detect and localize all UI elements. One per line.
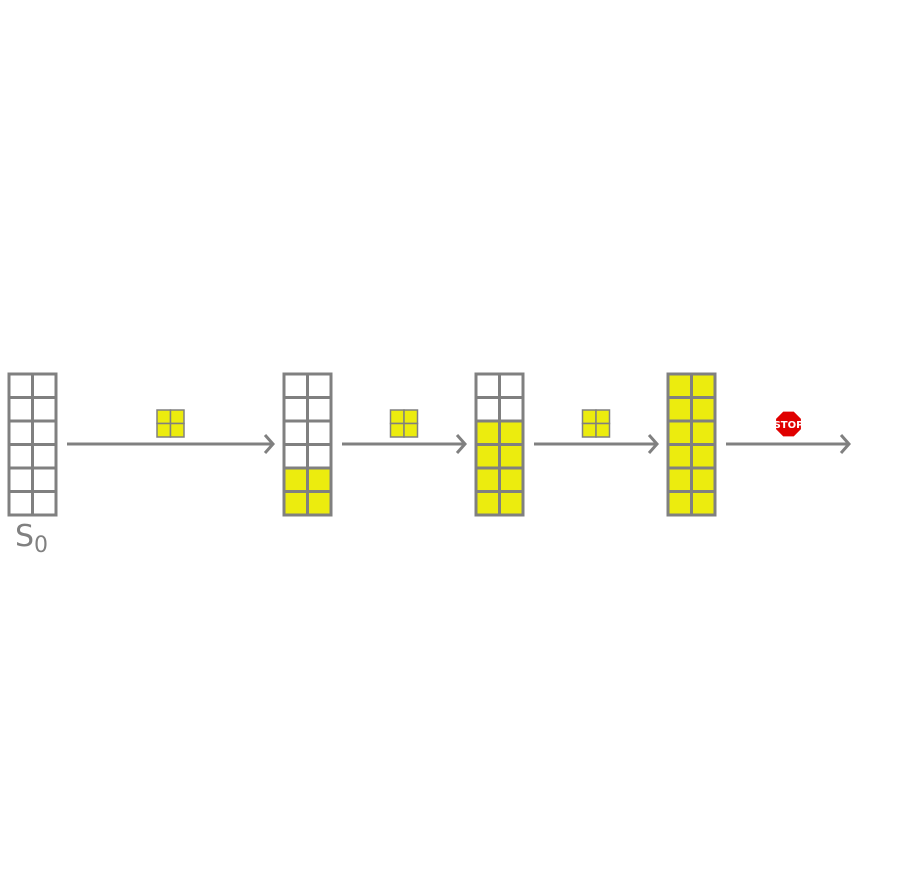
arrowhead [455, 434, 468, 454]
stop-text: STOP [774, 420, 804, 431]
grid-cell [498, 396, 525, 423]
transition-arrow-2 [534, 409, 660, 454]
piece-cell [169, 409, 185, 425]
piece-cell [595, 422, 611, 438]
grid-cell [7, 372, 34, 399]
grid-cell [666, 372, 693, 399]
grid-cell [474, 396, 501, 423]
grid-cell [474, 443, 501, 470]
arrowhead [839, 434, 852, 454]
stop-octagon [775, 410, 802, 438]
grid-cell [282, 396, 309, 423]
grid-cell [666, 466, 693, 493]
grid-cell [7, 466, 34, 493]
grid-cell [282, 443, 309, 470]
grid-cell [690, 443, 717, 470]
stop-sign-icon: STOP [774, 410, 804, 438]
grid-cell [498, 419, 525, 446]
grid-cell [7, 490, 34, 517]
grid-cell [666, 443, 693, 470]
grid-cell [282, 490, 309, 517]
grid-cell [306, 490, 333, 517]
grid-cell [498, 466, 525, 493]
grid-cell [282, 372, 309, 399]
arrowhead [647, 434, 660, 454]
transition-arrow-0 [67, 409, 276, 454]
piece-cell [156, 409, 172, 425]
transition-arrow-1 [342, 409, 468, 454]
piece-cell [581, 422, 597, 438]
arrowhead [263, 434, 276, 454]
grid-cell [474, 490, 501, 517]
grid-cell [306, 372, 333, 399]
start-state-label: S0 [15, 519, 49, 559]
grid-cell [31, 490, 58, 517]
grid-cell [7, 419, 34, 446]
state-grid-2 [474, 372, 525, 517]
state-grid-3 [666, 372, 717, 517]
grid-cell [666, 419, 693, 446]
piece-cell [595, 409, 611, 425]
state-grid-0 [7, 372, 58, 517]
grid-cell [474, 466, 501, 493]
grid-cell [498, 372, 525, 399]
piece-2x2-icon [156, 409, 185, 438]
grid-cell [666, 396, 693, 423]
piece-cell [389, 409, 405, 425]
grid-cell [282, 466, 309, 493]
grid-cell [31, 372, 58, 399]
grid-cell [498, 443, 525, 470]
grid-cell [690, 396, 717, 423]
grid-cell [306, 396, 333, 423]
grid-cell [31, 396, 58, 423]
piece-2x2-icon [581, 409, 611, 438]
transition-arrow-3: STOP [726, 410, 852, 454]
grid-cell [7, 443, 34, 470]
grid-cell [31, 419, 58, 446]
grid-cell [31, 466, 58, 493]
grid-cell [31, 443, 58, 470]
grid-cell [666, 490, 693, 517]
grid-cell [474, 419, 501, 446]
grid-cell [306, 466, 333, 493]
grid-cell [306, 419, 333, 446]
piece-cell [156, 422, 172, 438]
grid-cell [690, 419, 717, 446]
piece-2x2-icon [389, 409, 419, 438]
piece-cell [403, 409, 419, 425]
state-grid-1 [282, 372, 333, 517]
piece-cell [169, 422, 185, 438]
grid-cell [306, 443, 333, 470]
piece-cell [389, 422, 405, 438]
grid-cell [690, 372, 717, 399]
piece-cell [581, 409, 597, 425]
piece-cell [403, 422, 419, 438]
grid-cell [7, 396, 34, 423]
grid-cell [498, 490, 525, 517]
grid-cell [690, 466, 717, 493]
grid-cell [474, 372, 501, 399]
grid-cell [282, 419, 309, 446]
grid-cell [690, 490, 717, 517]
